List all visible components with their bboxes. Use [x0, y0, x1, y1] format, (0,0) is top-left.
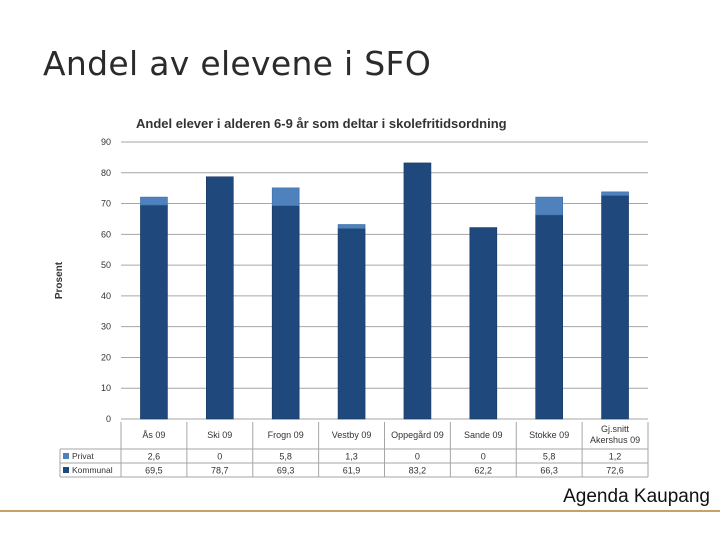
x-tick-label: Ås 09: [142, 430, 165, 440]
footer-text: Agenda Kaupang: [563, 486, 710, 507]
x-tick-label: Frogn 09: [268, 430, 304, 440]
bar-kommunal: [601, 195, 629, 420]
bar-privat: [271, 187, 300, 207]
y-tick-label: 0: [106, 414, 111, 424]
data-label: 0: [415, 452, 420, 462]
data-label: 1,2: [609, 452, 622, 462]
slide-title: Andel av elevene i SFO: [43, 44, 432, 83]
bar-kommunal: [206, 176, 234, 420]
x-tick-label: Akershus 09: [590, 435, 640, 445]
x-tick-label: Gj.snitt: [601, 424, 630, 434]
data-label: 0: [481, 452, 486, 462]
bar-kommunal: [469, 227, 498, 420]
y-tick-label: 40: [101, 291, 111, 301]
data-label: 83,2: [409, 466, 427, 476]
x-tick-label: Stokke 09: [529, 430, 569, 440]
bar-privat: [601, 191, 629, 196]
y-tick-label: 20: [101, 352, 111, 362]
y-tick-label: 70: [101, 199, 111, 209]
data-label: 78,7: [211, 466, 229, 476]
bar-kommunal: [140, 204, 168, 420]
data-label: 69,5: [145, 466, 163, 476]
legend-key: [63, 467, 69, 473]
bar-kommunal: [271, 205, 300, 420]
data-label: 72,6: [606, 466, 624, 476]
y-axis-title: Prosent: [54, 261, 65, 299]
chart-title: Andel elever i alderen 6-9 år som deltar…: [136, 116, 507, 131]
y-tick-label: 50: [101, 260, 111, 270]
y-tick-label: 10: [101, 383, 111, 393]
footer-divider: [0, 510, 720, 512]
bar-kommunal: [337, 228, 366, 420]
data-label: 61,9: [343, 466, 361, 476]
data-label: 1,3: [345, 452, 358, 462]
x-tick-label: Sande 09: [464, 430, 503, 440]
legend-key: [63, 453, 69, 459]
legend-label: Kommunal: [72, 465, 113, 475]
y-tick-label: 30: [101, 322, 111, 332]
x-tick-label: Ski 09: [207, 430, 232, 440]
data-label: 2,6: [148, 452, 161, 462]
y-tick-label: 80: [101, 168, 111, 178]
bar-kommunal: [403, 162, 432, 420]
x-tick-label: Oppegård 09: [391, 430, 444, 440]
bar-privat: [140, 196, 168, 206]
data-label: 0: [217, 452, 222, 462]
data-label: 66,3: [540, 466, 558, 476]
data-label: 69,3: [277, 466, 295, 476]
legend-label: Privat: [72, 451, 94, 461]
bar-kommunal: [535, 214, 563, 420]
y-tick-label: 90: [101, 137, 111, 147]
data-label: 5,8: [279, 452, 292, 462]
data-label: 62,2: [475, 466, 493, 476]
y-tick-label: 60: [101, 229, 111, 239]
bar-privat: [337, 224, 366, 229]
bar-privat: [535, 196, 563, 216]
data-label: 5,8: [543, 452, 556, 462]
x-tick-label: Vestby 09: [332, 430, 372, 440]
